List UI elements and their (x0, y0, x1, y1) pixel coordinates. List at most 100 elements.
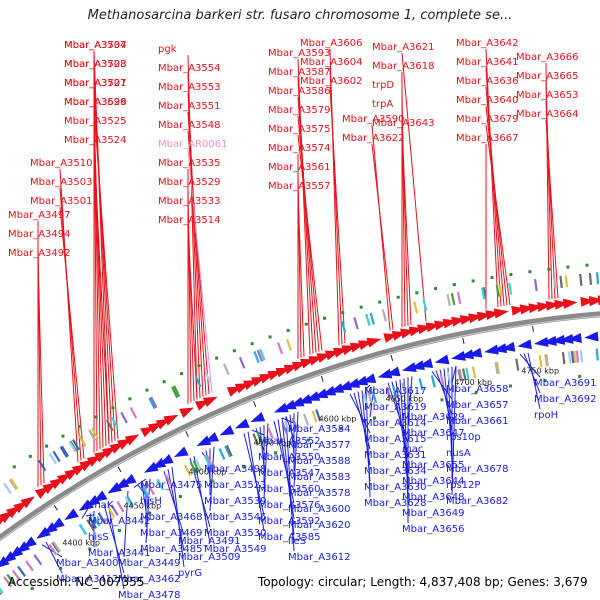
feature-block (150, 396, 158, 409)
feature-block (422, 299, 428, 312)
feature-block (79, 523, 88, 536)
callout-line (163, 471, 185, 536)
reverse-gene-arrow (550, 334, 566, 345)
tick-mark (462, 337, 465, 344)
feature-block (465, 367, 470, 380)
gc-marker (339, 426, 343, 430)
reverse-gene-arrow (517, 339, 532, 350)
callout-line (527, 352, 541, 410)
gene-label: Mbar_A3510 (30, 158, 93, 169)
tick-marks: 4400 kbp 4450 kbp 4500 kbp 4550 kbp 4600 kbp… (53, 325, 559, 548)
gene-label: Mbar_A3664 (516, 109, 579, 120)
feature-block (17, 565, 27, 577)
gene-label: pgk (158, 44, 177, 55)
feature-tracks (0, 263, 600, 596)
callout-line (263, 423, 269, 500)
reverse-gene-arrow (273, 402, 289, 413)
reverse-gene-arrow (92, 490, 108, 503)
gc-marker (509, 273, 513, 277)
feature-block (281, 421, 288, 434)
reverse-gene-arrow (434, 354, 450, 365)
gc-marker (543, 379, 547, 383)
callout-line (545, 119, 559, 299)
reverse-gene-arrow (385, 366, 401, 377)
callout-line (103, 504, 125, 574)
gene-label: Mbar_A3631 (364, 450, 427, 461)
tick-mark (390, 354, 394, 361)
forward-gene-arrow (163, 414, 179, 426)
callout-line (403, 378, 409, 508)
feature-block (110, 416, 119, 429)
feature-block (129, 406, 138, 419)
feature-block (401, 382, 407, 395)
gene-label: Mbar_A3629 (402, 412, 465, 423)
feature-block (195, 459, 203, 471)
gc-marker (59, 566, 63, 570)
feature-block (456, 291, 462, 304)
callout-line (519, 353, 541, 378)
feature-block (508, 282, 513, 295)
gene-label: Mbar_A3485 (140, 544, 203, 555)
feature-block (107, 506, 116, 518)
gc-marker (286, 328, 290, 332)
tick-label: 4550 kbp (254, 439, 292, 448)
gene-label: Mbar_A3533 (158, 196, 221, 207)
callout-line (107, 502, 125, 590)
reverse-gene-arrow (353, 375, 369, 386)
feature-block (156, 478, 165, 491)
gene-label: Mbar_A3553 (158, 82, 221, 93)
gene-label: Mbar_A3552 (258, 436, 321, 447)
gene-label: Mbar_A3539 (204, 496, 267, 507)
backbone-highlight (0, 315, 600, 541)
gene-label: Mbar_A3529 (158, 177, 221, 188)
gene-label: nusA (446, 448, 471, 459)
callout-line (447, 367, 453, 464)
forward-gene-arrow (563, 298, 578, 309)
feature-block (141, 486, 150, 499)
gc-marker (274, 451, 278, 455)
feature-block (205, 454, 213, 466)
callout-line (401, 128, 412, 326)
gene-label: trpA (372, 99, 393, 110)
feature-block (494, 362, 499, 375)
reverse-gene-arrow (305, 391, 321, 401)
callout-line (401, 52, 427, 322)
feature-block (60, 445, 69, 457)
callout-line (37, 258, 45, 484)
feature-block (564, 275, 569, 288)
gene-label: Mbar_A3691 (534, 378, 597, 389)
gene-label: Mbar_A3658 (446, 384, 509, 395)
gene-label: Mbar_A3475 (140, 480, 203, 491)
gene-label: Mbar_A3561 (268, 162, 331, 173)
gene-label: Mbar_A3548 (158, 120, 221, 131)
gene-label: Mbar_A3657 (446, 400, 509, 411)
reverse-gene-arrow (345, 378, 361, 388)
tick-mark (320, 375, 324, 382)
feature-block (92, 515, 101, 527)
reverse-gene-arrow (234, 418, 250, 429)
gene-label: Mbar_A3575 (268, 124, 331, 135)
gene-label: Mbar_A3547 (258, 468, 321, 479)
gene-label: Mbar_A3588 (288, 456, 351, 467)
callout-line (407, 376, 413, 428)
reverse-gene-arrow (22, 536, 37, 549)
callout-line (365, 384, 371, 390)
gc-marker (30, 586, 34, 590)
gene-label: Mbar_A3469 (140, 528, 203, 539)
feature-block (164, 474, 173, 486)
gene-label: Mbar_A3462 (118, 574, 181, 585)
reverse-gene-arrow (313, 388, 329, 398)
reverse-gene-arrow (559, 333, 574, 344)
feature-block (86, 519, 95, 531)
callout-line (293, 411, 299, 488)
feature-block (371, 391, 378, 404)
gene-label: Mbar_A3622 (342, 133, 405, 144)
gene-label: Mbar_A3528 (64, 59, 127, 70)
gc-marker (578, 374, 582, 378)
feature-block (223, 363, 230, 376)
gene-label: Mbar_A3604 (300, 57, 363, 68)
feature-block (381, 309, 387, 322)
feature-block (291, 417, 298, 430)
reverse-gene-arrow (151, 457, 167, 469)
